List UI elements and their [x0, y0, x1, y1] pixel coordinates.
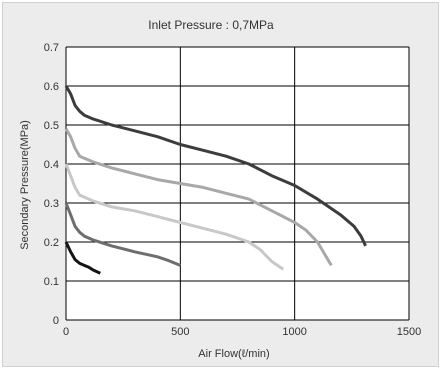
series-line-1: [64, 85, 367, 247]
series-line-3: [64, 163, 285, 271]
x-tick-label: 0: [63, 326, 69, 338]
x-tick-label: 1000: [282, 326, 306, 338]
y-tick-label: 0.7: [44, 42, 59, 54]
chart-title: Inlet Pressure : 0,7MPa: [148, 18, 274, 32]
y-tick-label: 0.5: [44, 120, 59, 132]
series-line-2: [64, 128, 333, 267]
tick-labels: 0 0.1 0.2 0.3 0.4 0.5 0.6 0.7 0 500 1000 1500: [44, 42, 422, 338]
y-tick-label: 0.6: [44, 81, 59, 93]
x-axis-label: Air Flow(ℓ/min): [198, 348, 269, 360]
series-line-4: [64, 202, 181, 267]
plot-background: [66, 47, 409, 320]
x-tick-label: 1500: [397, 326, 421, 338]
y-tick-label: 0: [53, 315, 59, 327]
x-tick-label: 500: [171, 326, 189, 338]
series-line-5: [64, 241, 101, 275]
y-tick-label: 0.2: [44, 237, 59, 249]
y-axis-label: Secondary Pressure(MPa): [19, 120, 31, 250]
y-tick-label: 0.4: [44, 159, 59, 171]
y-tick-label: 0.1: [44, 276, 59, 288]
series-layer: [64, 85, 367, 275]
plot-area: [66, 47, 409, 320]
y-tick-label: 0.3: [44, 198, 59, 210]
